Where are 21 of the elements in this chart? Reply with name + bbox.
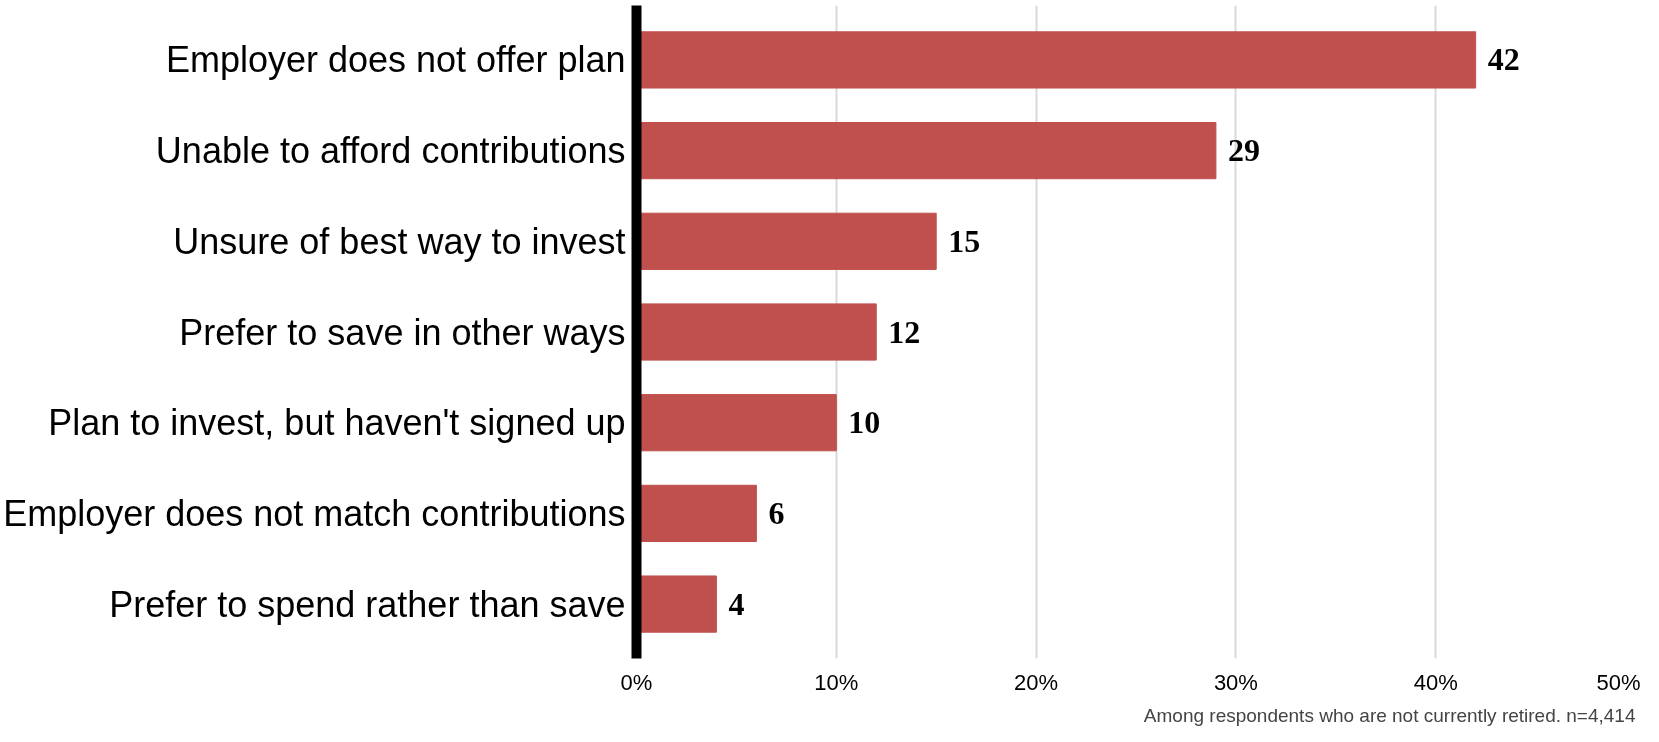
y-tick-label: Unable to afford contributions: [155, 130, 626, 172]
data-label: 12: [888, 313, 921, 350]
y-tick-label: Prefer to spend rather than save: [109, 583, 626, 625]
y-tick-label: Unsure of best way to invest: [173, 220, 626, 262]
y-tick-label: Plan to invest, but haven't signed up: [48, 402, 626, 444]
y-tick-label: Employer does not match contributions: [3, 492, 626, 534]
data-label: 10: [848, 404, 881, 441]
x-tick-label: 10%: [814, 669, 859, 695]
data-label: 15: [948, 222, 981, 259]
y-tick-label: Prefer to save in other ways: [179, 311, 626, 353]
data-label: 6: [768, 494, 785, 531]
x-tick-label: 30%: [1213, 669, 1258, 695]
data-label: 29: [1227, 132, 1260, 169]
data-label: 42: [1487, 41, 1520, 78]
data-label: 4: [728, 585, 745, 622]
x-tick-label: 0%: [620, 669, 653, 695]
text: Among respondents who are not currently retired. n=4,414: [1143, 704, 1636, 726]
y-tick-label: Employer does not offer plan: [165, 39, 626, 81]
x-tick-label: 40%: [1413, 669, 1458, 695]
x-tick-label: 50%: [1596, 669, 1641, 695]
x-tick-label: 20%: [1014, 669, 1059, 695]
